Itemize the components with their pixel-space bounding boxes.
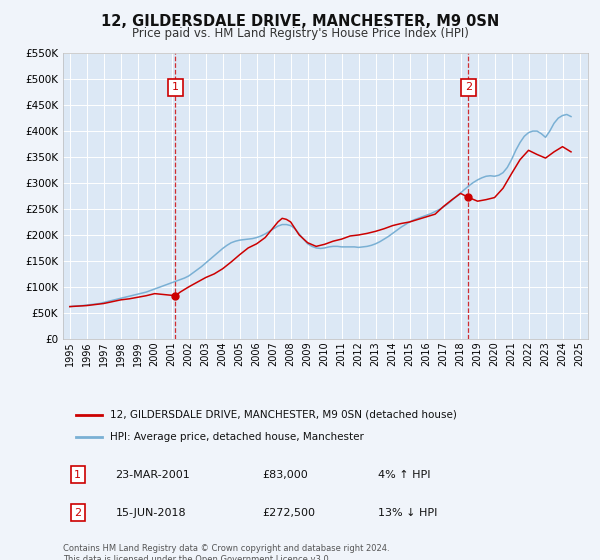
Text: £272,500: £272,500 [263,508,316,518]
Text: 13% ↓ HPI: 13% ↓ HPI [378,508,437,518]
Text: 1: 1 [172,82,179,92]
Text: Contains HM Land Registry data © Crown copyright and database right 2024.
This d: Contains HM Land Registry data © Crown c… [63,544,389,560]
Text: 2: 2 [74,508,81,518]
Text: 1: 1 [74,470,81,479]
Text: 12, GILDERSDALE DRIVE, MANCHESTER, M9 0SN: 12, GILDERSDALE DRIVE, MANCHESTER, M9 0S… [101,14,499,29]
Text: Price paid vs. HM Land Registry's House Price Index (HPI): Price paid vs. HM Land Registry's House … [131,27,469,40]
Text: 23-MAR-2001: 23-MAR-2001 [115,470,190,479]
Text: 15-JUN-2018: 15-JUN-2018 [115,508,186,518]
Text: 4% ↑ HPI: 4% ↑ HPI [378,470,431,479]
Text: HPI: Average price, detached house, Manchester: HPI: Average price, detached house, Manc… [110,432,364,442]
Text: £83,000: £83,000 [263,470,308,479]
Text: 12, GILDERSDALE DRIVE, MANCHESTER, M9 0SN (detached house): 12, GILDERSDALE DRIVE, MANCHESTER, M9 0S… [110,409,457,419]
Text: 2: 2 [464,82,472,92]
